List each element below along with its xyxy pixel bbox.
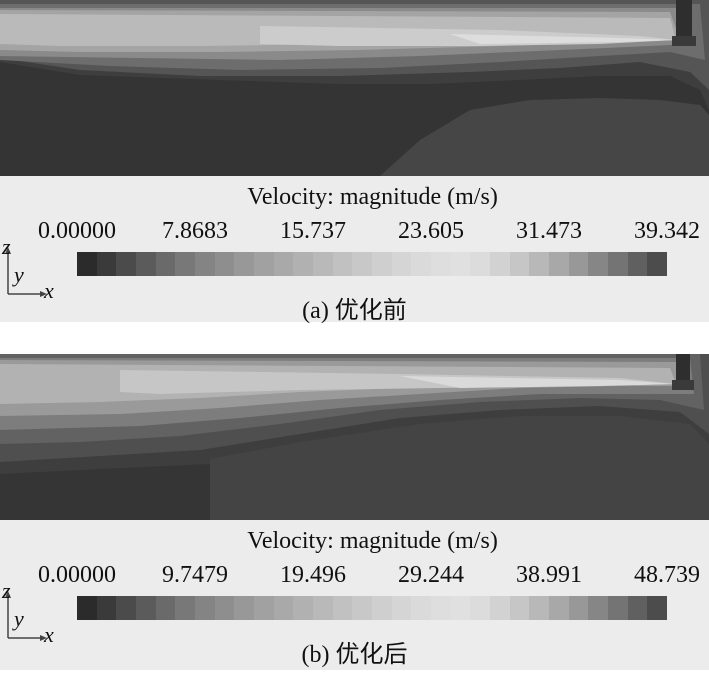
colorbar-segment — [568, 596, 589, 620]
colorbar-segment — [155, 596, 176, 620]
colorbar-segment — [490, 596, 510, 620]
colorbar-segment — [214, 596, 235, 620]
colorbar — [77, 252, 668, 276]
colorbar-segment — [391, 252, 412, 276]
colorbar-segment — [470, 252, 491, 276]
colorbar-tick-label: 29.244 — [398, 562, 464, 588]
colorbar-segment — [549, 596, 569, 620]
colorbar-segment — [332, 252, 353, 276]
x-axis-label: x — [44, 622, 54, 647]
colorbar-segment — [411, 596, 432, 620]
colorbar-tick-label: 48.739 — [634, 562, 700, 588]
colorbar-tick-label: 0.00000 — [38, 562, 116, 588]
colorbar-segment — [77, 596, 97, 620]
colorbar-segment — [136, 252, 156, 276]
colorbar-segment — [214, 252, 235, 276]
colorbar-segment — [96, 596, 117, 620]
panel-before-optimization: Velocity: magnitude (m/s) 0.00000 7.8683… — [0, 0, 709, 330]
figure-caption: (a) 优化前 — [302, 298, 407, 324]
colorbar-segment — [391, 596, 412, 620]
legend-area: Velocity: magnitude (m/s) 0.00000 7.8683… — [0, 176, 709, 324]
velocity-contour-plot — [0, 0, 709, 176]
colorbar-tick-label: 38.991 — [516, 562, 582, 588]
colorbar-segment — [529, 252, 550, 276]
colorbar-segment — [490, 252, 510, 276]
colorbar-segment — [155, 252, 176, 276]
colorbar-segment — [254, 596, 274, 620]
colorbar-segment — [332, 596, 353, 620]
colorbar-segment — [588, 252, 609, 276]
colorbar-segment — [96, 252, 117, 276]
colorbar-segment — [136, 596, 156, 620]
colorbar-segment — [116, 596, 137, 620]
x-axis-label: x — [44, 278, 54, 303]
colorbar-segment — [273, 596, 294, 620]
colorbar-segment — [313, 596, 333, 620]
colorbar-segment — [588, 596, 609, 620]
colorbar-segment — [647, 252, 668, 276]
colorbar-segment — [647, 596, 668, 620]
colorbar-tick-label: 23.605 — [398, 218, 464, 244]
colorbar-segment — [509, 252, 530, 276]
colorbar-segment — [372, 252, 392, 276]
colorbar-segment — [352, 252, 373, 276]
colorbar-segment — [450, 252, 471, 276]
colorbar-segment — [450, 596, 471, 620]
axis-triad: z y x — [2, 234, 62, 303]
legend-title: Velocity: magnitude (m/s) — [247, 184, 498, 210]
legend-title: Velocity: magnitude (m/s) — [247, 528, 498, 554]
colorbar-segment — [509, 596, 530, 620]
colorbar-segment — [254, 252, 274, 276]
colorbar-segment — [234, 596, 255, 620]
colorbar-segment — [234, 252, 255, 276]
legend-area: Velocity: magnitude (m/s) 0.00000 9.7479… — [0, 520, 709, 670]
colorbar-tick-label: 7.8683 — [162, 218, 228, 244]
figure-caption: (b) 优化后 — [301, 642, 408, 668]
colorbar-tick-label: 15.737 — [280, 218, 346, 244]
colorbar-segment — [627, 596, 648, 620]
z-axis-label: z — [2, 578, 11, 603]
colorbar-segment — [627, 252, 648, 276]
colorbar-segment — [411, 252, 432, 276]
velocity-contour-plot — [0, 354, 709, 520]
colorbar-tick-label: 19.496 — [280, 562, 346, 588]
colorbar-segment — [175, 596, 196, 620]
colorbar-segment — [431, 596, 451, 620]
axis-triad-icon — [5, 247, 47, 297]
axis-triad-icon — [5, 591, 47, 641]
axis-triad: z y x — [2, 578, 62, 647]
z-axis-label: z — [2, 234, 11, 259]
colorbar-segment — [293, 252, 314, 276]
colorbar-segment — [116, 252, 137, 276]
colorbar-tick-label: 39.342 — [634, 218, 700, 244]
panel-after-optimization: Velocity: magnitude (m/s) 0.00000 9.7479… — [0, 348, 709, 675]
colorbar-segment — [470, 596, 491, 620]
colorbar-segment — [529, 596, 550, 620]
y-axis-label: y — [14, 262, 24, 287]
colorbar-segment — [352, 596, 373, 620]
colorbar-tick-label: 31.473 — [516, 218, 582, 244]
colorbar-segment — [195, 252, 215, 276]
colorbar-segment — [293, 596, 314, 620]
colorbar-segment — [568, 252, 589, 276]
y-axis-label: y — [14, 606, 24, 631]
colorbar-segment — [195, 596, 215, 620]
colorbar-tick-label: 9.7479 — [162, 562, 228, 588]
colorbar-segment — [549, 252, 569, 276]
colorbar-segment — [372, 596, 392, 620]
colorbar-segment — [273, 252, 294, 276]
colorbar-segment — [175, 252, 196, 276]
colorbar-segment — [431, 252, 451, 276]
colorbar-segment — [77, 252, 97, 276]
colorbar — [77, 596, 668, 620]
colorbar-segment — [608, 252, 628, 276]
colorbar-segment — [608, 596, 628, 620]
colorbar-tick-label: 0.00000 — [38, 218, 116, 244]
colorbar-segment — [313, 252, 333, 276]
